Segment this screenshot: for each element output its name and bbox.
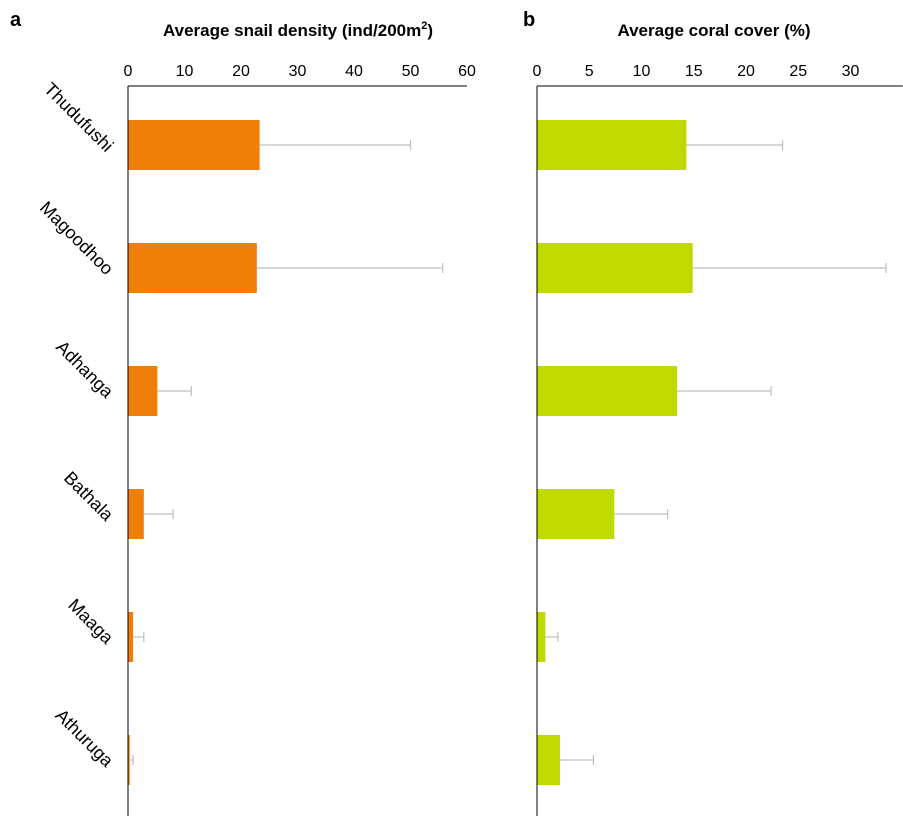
category-label: Maaga — [64, 595, 118, 649]
x-tick-label: 30 — [842, 63, 860, 80]
bar — [128, 489, 144, 539]
x-tick-label: 30 — [289, 63, 307, 80]
bar — [128, 120, 260, 170]
panel-b-bars — [537, 120, 693, 785]
panel-b-letter: b — [523, 9, 535, 31]
panel-b-error-bars — [545, 140, 887, 765]
bar — [537, 612, 546, 662]
bar — [537, 735, 560, 785]
bar — [537, 489, 615, 539]
panel-b-coral-cover: b Average coral cover (%) 0 5 10 15 20 25 30 — [523, 9, 903, 816]
bar — [128, 735, 130, 785]
panel-a-title: Average snail density (ind/200m2) — [163, 20, 433, 40]
x-tick-label: 10 — [176, 63, 194, 80]
x-tick-label: 10 — [633, 63, 651, 80]
x-tick-label: 20 — [232, 63, 250, 80]
bar — [128, 366, 158, 416]
category-label: Thudufushi — [40, 79, 117, 156]
panel-a-letter: a — [10, 9, 22, 31]
category-labels: Thudufushi Magoodhoo Adhanga Bathala Maaga At… — [36, 79, 118, 772]
panel-b-x-ticks: 0 5 10 15 20 25 30 — [533, 63, 860, 80]
panel-a-title-superscript: 2 — [421, 20, 427, 32]
category-label: Athuruga — [52, 705, 118, 771]
panel-a-title-main: Average snail density (ind/200m — [163, 21, 421, 40]
panel-a-snail-density: a Average snail density (ind/200m2) 0 10 2… — [10, 9, 476, 816]
x-tick-label: 60 — [458, 63, 476, 80]
panel-a-x-ticks: 0 10 20 30 40 50 60 — [124, 63, 476, 80]
x-tick-label: 40 — [345, 63, 363, 80]
bar — [537, 243, 693, 293]
x-tick-label: 0 — [533, 63, 542, 80]
category-label: Bathala — [60, 468, 118, 526]
x-tick-label: 25 — [789, 63, 807, 80]
bar — [537, 120, 687, 170]
panel-b-title: Average coral cover (%) — [617, 21, 810, 40]
bar — [537, 366, 678, 416]
category-label: Magoodhoo — [36, 197, 117, 278]
panel-a-error-bars — [129, 140, 444, 765]
x-tick-label: 15 — [685, 63, 703, 80]
x-tick-label: 50 — [402, 63, 420, 80]
x-tick-label: 5 — [585, 63, 594, 80]
panel-a-bars — [128, 120, 260, 785]
category-label: Adhanga — [52, 337, 118, 403]
bar — [128, 612, 134, 662]
x-tick-label: 0 — [124, 63, 133, 80]
x-tick-label: 20 — [737, 63, 755, 80]
panel-a-title-suffix: ) — [427, 21, 433, 40]
bar — [128, 243, 257, 293]
